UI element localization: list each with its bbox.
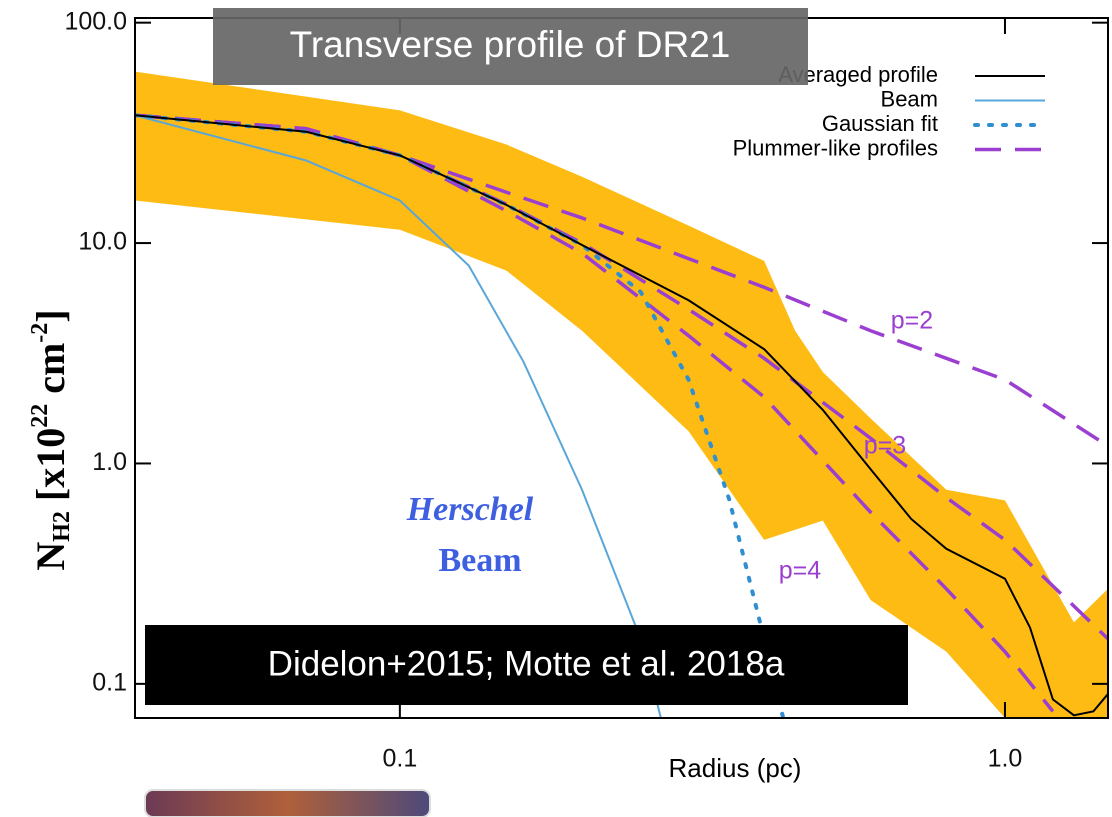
y-label-part: ] (28, 309, 73, 322)
y-label-part: [x10 (28, 428, 73, 511)
y-tick-label: 1.0 (92, 448, 127, 476)
legend-label: Beam (881, 86, 938, 111)
thumbnail-image (144, 789, 431, 817)
y-label-part: N (28, 542, 73, 571)
y-axis-label: NH2 [x1022 cm-2] (27, 309, 75, 570)
line (135, 114, 1108, 717)
curve-label: p=2 (891, 307, 933, 335)
legend-label: Plummer-like profiles (733, 135, 938, 160)
citation: Didelon+2015; Motte et al. 2018a (268, 644, 785, 683)
citation-box (145, 625, 908, 705)
legend-label: Gaussian fit (822, 111, 938, 136)
title-box (213, 8, 808, 85)
y-tick-label: 100.0 (64, 7, 127, 35)
curve-label: p=3 (864, 432, 906, 460)
y-label-part: cm (28, 343, 73, 404)
y-label-sub: H2 (49, 511, 75, 542)
plot-area (135, 71, 1108, 718)
axes: 0.1 1.0 10.0 100.0 0.1 1.0 (64, 7, 1108, 773)
uncertainty-band (135, 71, 1108, 718)
annotation: Beam (438, 542, 521, 579)
chart-title: Transverse profile of DR21 (290, 24, 731, 65)
curve-label: p=4 (779, 557, 822, 585)
annotation: Herschel (406, 491, 534, 528)
x-tick-label: 0.1 (382, 745, 417, 773)
x-tick-label: 1.0 (988, 745, 1023, 773)
plummer-curve (135, 113, 1108, 641)
line (135, 113, 786, 718)
y-tick-label: 10.0 (78, 228, 127, 256)
plummer-curve (135, 113, 1055, 713)
y-tick-label: 0.1 (92, 668, 127, 696)
y-label-sup: 22 (27, 404, 53, 428)
plummer-curve (135, 113, 1108, 448)
line (135, 114, 662, 718)
x-axis-label: Radius (pc) (669, 753, 802, 783)
y-label-sup: -2 (27, 323, 53, 343)
